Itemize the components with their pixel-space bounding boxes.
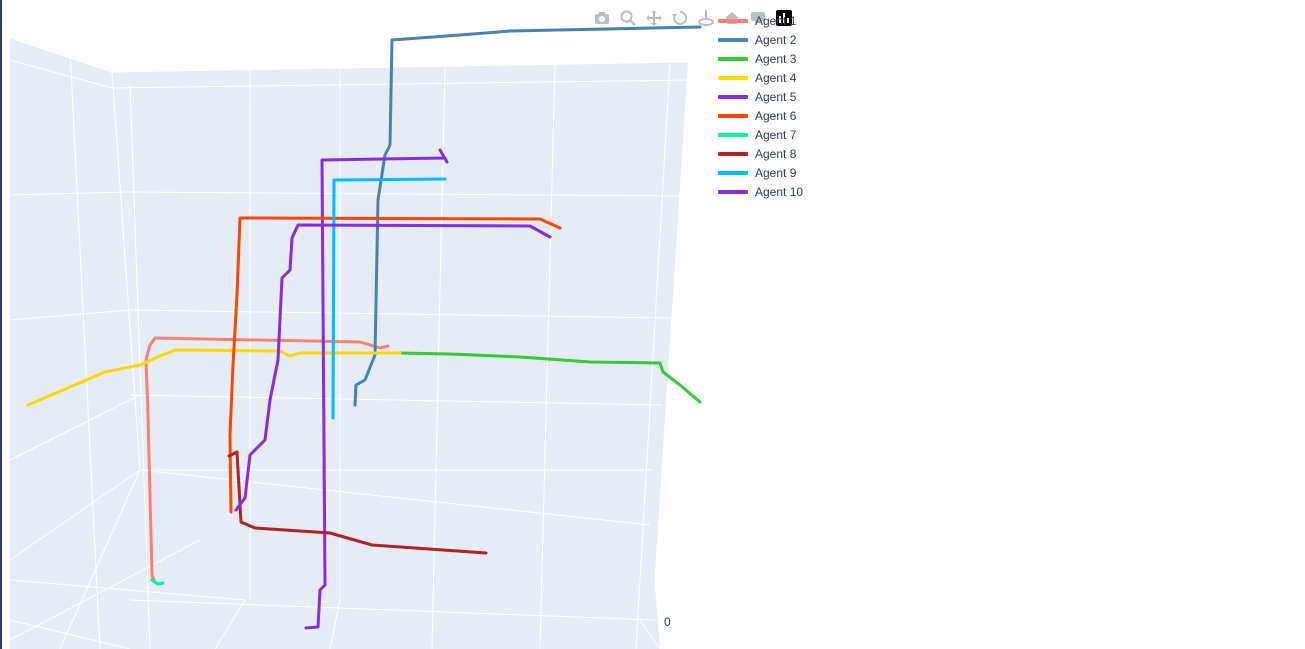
- plotly-logo-icon[interactable]: [776, 10, 792, 26]
- legend-item[interactable]: Agent 2: [718, 30, 803, 49]
- legend-swatch: [718, 132, 748, 137]
- legend-item[interactable]: Agent 7: [718, 125, 803, 144]
- gridline: [69, 49, 101, 649]
- legend: Agent 1 Agent 2 Agent 3 Agent 4 Agent 5 …: [718, 11, 803, 201]
- gridline: [127, 191, 681, 197]
- series-line[interactable]: [396, 351, 702, 404]
- gridlines: [9, 37, 689, 649]
- gridline: [635, 62, 671, 649]
- gridline: [129, 309, 671, 319]
- floor-plane: [10, 470, 660, 649]
- legend-swatch: [718, 94, 748, 99]
- legend-item[interactable]: Agent 9: [718, 163, 803, 182]
- gridline: [111, 61, 689, 73]
- gridline: [129, 394, 663, 406]
- legend-item[interactable]: Agent 3: [718, 49, 803, 68]
- series-line[interactable]: [353, 25, 702, 407]
- legend-swatch: [718, 56, 748, 61]
- legend-label: Agent 7: [755, 127, 797, 142]
- gridline: [9, 579, 246, 601]
- page-left-border: [0, 0, 2, 649]
- legend-label: Agent 5: [755, 89, 797, 104]
- legend-label: Agent 3: [755, 51, 797, 66]
- legend-swatch: [718, 75, 748, 80]
- gridline: [9, 191, 129, 196]
- gridline: [129, 599, 656, 621]
- legend-label: Agent 8: [755, 146, 797, 161]
- series-line[interactable]: [234, 223, 552, 512]
- gridline: [111, 79, 689, 89]
- gridline: [59, 469, 141, 649]
- series-line[interactable]: [26, 348, 402, 407]
- camera-icon[interactable]: [592, 8, 612, 28]
- axis-tick-label: 0: [664, 615, 671, 629]
- orbit-rotation-icon[interactable]: [670, 8, 690, 28]
- legend-item[interactable]: Agent 10: [718, 182, 803, 201]
- gridline: [9, 469, 141, 561]
- legend-item[interactable]: Agent 5: [718, 87, 803, 106]
- gridline: [129, 84, 151, 649]
- gridline: [9, 309, 131, 321]
- legend-item[interactable]: Agent 1: [718, 11, 803, 30]
- zoom-icon[interactable]: [618, 8, 638, 28]
- legend-label: Agent 9: [755, 165, 797, 180]
- gridline: [9, 394, 141, 461]
- legend-item[interactable]: Agent 4: [718, 68, 803, 87]
- legend-item[interactable]: Agent 8: [718, 144, 803, 163]
- gridline: [431, 65, 446, 649]
- legend-label: Agent 6: [755, 108, 797, 123]
- trace-layer[interactable]: [26, 25, 702, 630]
- legend-swatch: [718, 151, 748, 156]
- legend-label: Agent 10: [755, 184, 804, 199]
- series-line[interactable]: [227, 450, 488, 555]
- gridline: [539, 63, 556, 649]
- scene-walls: [10, 38, 688, 649]
- legend-label: Agent 1: [755, 13, 797, 28]
- legend-item[interactable]: Agent 6: [718, 106, 803, 125]
- gridline: [111, 71, 141, 471]
- gridline: [9, 37, 113, 73]
- gridline: [639, 619, 661, 649]
- series-line[interactable]: [228, 216, 562, 514]
- legend-swatch: [718, 113, 748, 118]
- gridline: [9, 539, 201, 641]
- series-line[interactable]: [304, 148, 449, 630]
- gridline: [9, 619, 131, 649]
- series-line[interactable]: [144, 336, 390, 582]
- series-line[interactable]: [150, 578, 165, 586]
- hover-icon[interactable]: [748, 8, 768, 28]
- legend-swatch: [718, 37, 748, 42]
- legend-label: Agent 4: [755, 70, 797, 85]
- turntable-rotation-icon[interactable]: [696, 8, 716, 28]
- legend-swatch: [718, 18, 748, 23]
- pan-icon[interactable]: [644, 8, 664, 28]
- gridline: [214, 599, 246, 649]
- gridline: [139, 469, 651, 526]
- legend-swatch: [718, 189, 748, 194]
- legend-label: Agent 2: [755, 32, 797, 47]
- legend-swatch: [718, 170, 748, 175]
- gridline: [9, 59, 113, 89]
- series-line[interactable]: [331, 177, 447, 420]
